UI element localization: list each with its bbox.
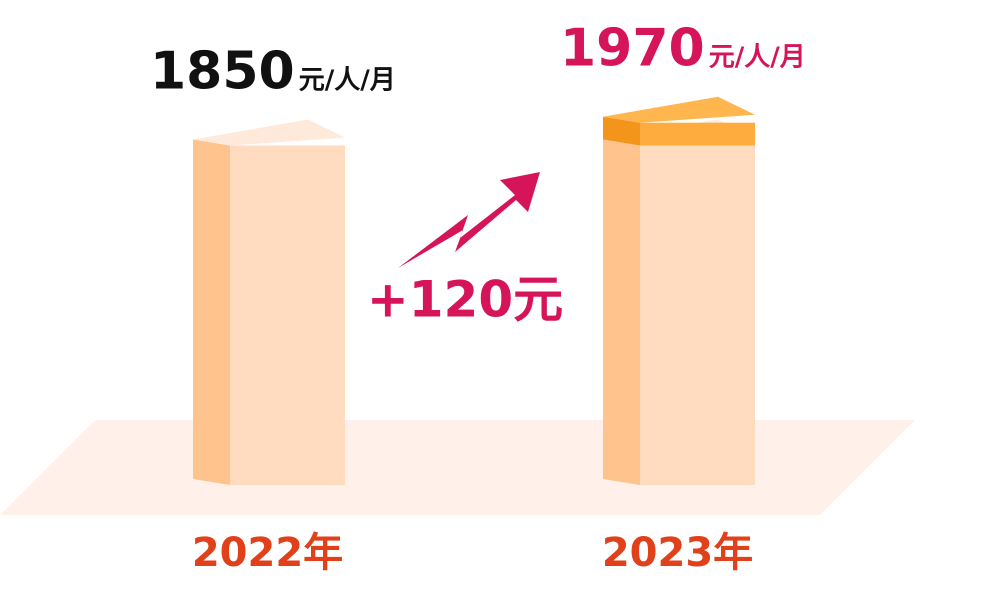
bar-increase <box>603 96 755 146</box>
increase-annotation: +120元 <box>367 271 563 329</box>
bar <box>193 119 345 485</box>
bar <box>603 119 755 485</box>
bar-top <box>193 119 345 146</box>
bar-side <box>603 139 640 485</box>
bar-increase-top <box>603 96 755 123</box>
increase-arrow <box>398 172 540 268</box>
bar-increase-side <box>603 116 640 146</box>
bar-side <box>193 139 230 485</box>
bar-increase-front <box>640 122 755 146</box>
bar-front <box>230 145 345 485</box>
value-number: 1850 <box>150 42 295 102</box>
bar-front <box>640 145 755 485</box>
x-tick-label: 2022年 <box>192 530 343 576</box>
value-unit: 元/人/月 <box>709 43 806 73</box>
value-unit: 元/人/月 <box>299 66 396 96</box>
floor <box>0 420 915 515</box>
value-number: 1970 <box>560 19 705 79</box>
value-label: 1970 元/人/月 <box>560 19 806 79</box>
value-label: 1850 元/人/月 <box>150 42 396 102</box>
x-tick-label: 2023年 <box>602 530 753 576</box>
